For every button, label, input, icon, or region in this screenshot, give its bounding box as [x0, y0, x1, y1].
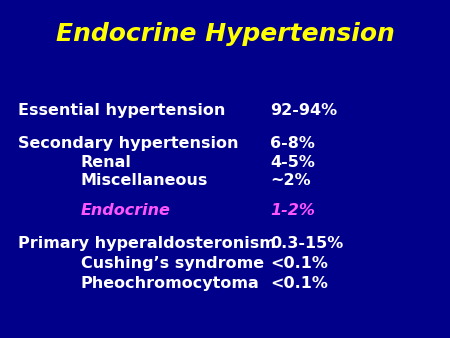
Text: Essential hypertension: Essential hypertension — [18, 103, 225, 118]
Text: Miscellaneous: Miscellaneous — [81, 172, 208, 188]
Text: <0.1%: <0.1% — [270, 276, 328, 291]
Text: Cushing’s syndrome: Cushing’s syndrome — [81, 256, 264, 271]
Text: 6-8%: 6-8% — [270, 137, 315, 151]
Text: 4-5%: 4-5% — [270, 154, 315, 169]
Text: Secondary hypertension: Secondary hypertension — [18, 137, 239, 151]
Text: 0.3-15%: 0.3-15% — [270, 236, 343, 251]
Text: Endocrine Hypertension: Endocrine Hypertension — [56, 22, 394, 46]
Text: Endocrine: Endocrine — [81, 203, 171, 218]
Text: 92-94%: 92-94% — [270, 103, 337, 118]
Text: <0.1%: <0.1% — [270, 256, 328, 271]
Text: 1-2%: 1-2% — [270, 203, 315, 218]
Text: Renal: Renal — [81, 154, 132, 169]
Text: Primary hyperaldosteronism: Primary hyperaldosteronism — [18, 236, 276, 251]
Text: Pheochromocytoma: Pheochromocytoma — [81, 276, 260, 291]
Text: ~2%: ~2% — [270, 172, 310, 188]
